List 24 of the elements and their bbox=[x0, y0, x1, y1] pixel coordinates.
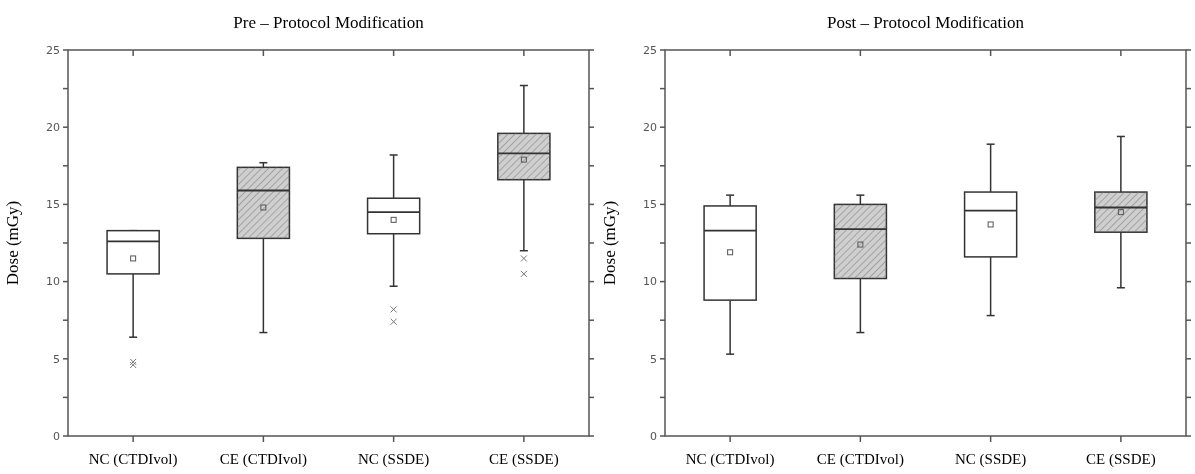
y-tick-label: 5 bbox=[650, 352, 657, 366]
x-tick-label: NC (SSDE) bbox=[357, 451, 430, 468]
x-tick-label: CE (CTDIvol) bbox=[219, 451, 307, 468]
y-axis-title: Dose (mGy) bbox=[600, 200, 619, 286]
y-tick-label: 15 bbox=[46, 198, 60, 212]
y-tick-label: 0 bbox=[650, 429, 657, 443]
x-tick-label: CE (SSDE) bbox=[489, 451, 559, 468]
y-tick-label: 25 bbox=[46, 43, 60, 57]
y-tick-label: 10 bbox=[643, 275, 657, 289]
y-tick-label: 20 bbox=[643, 121, 657, 135]
chart-title: Post – Protocol Modification bbox=[827, 13, 1025, 32]
y-tick-label: 5 bbox=[53, 352, 60, 366]
y-tick-label: 10 bbox=[46, 275, 60, 289]
x-tick-label: NC (CTDIvol) bbox=[685, 451, 775, 468]
x-tick-label: CE (SSDE) bbox=[1086, 451, 1156, 468]
y-tick-label: 15 bbox=[643, 198, 657, 212]
x-tick-label: CE (CTDIvol) bbox=[816, 451, 904, 468]
y-tick-label: 20 bbox=[46, 121, 60, 135]
y-axis-title: Dose (mGy) bbox=[3, 200, 22, 286]
chart-title: Pre – Protocol Modification bbox=[233, 13, 425, 32]
y-tick-label: 25 bbox=[643, 43, 657, 57]
x-tick-label: NC (SSDE) bbox=[954, 451, 1027, 468]
y-tick-label: 0 bbox=[53, 429, 60, 443]
x-tick-label: NC (CTDIvol) bbox=[88, 451, 178, 468]
